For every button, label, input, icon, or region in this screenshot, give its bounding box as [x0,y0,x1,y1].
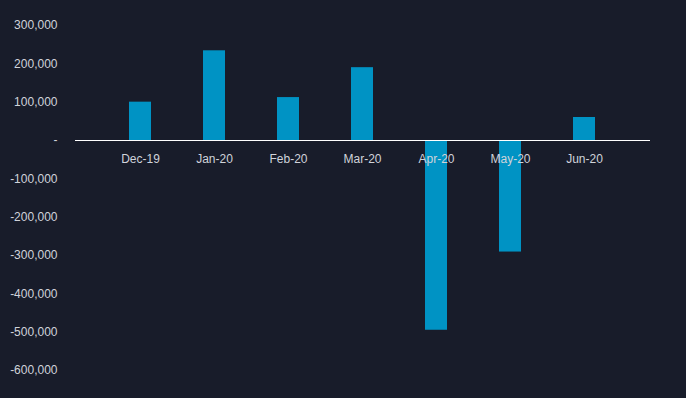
svg-text:Jan-20: Jan-20 [196,152,233,166]
svg-text:-100,000: -100,000 [10,172,58,186]
svg-text:Mar-20: Mar-20 [343,152,381,166]
svg-text:-600,000: -600,000 [10,363,58,377]
svg-text:100,000: 100,000 [14,95,58,109]
svg-text:Feb-20: Feb-20 [269,152,307,166]
svg-text:-400,000: -400,000 [10,287,58,301]
svg-text:-200,000: -200,000 [10,210,58,224]
svg-text:Dec-19: Dec-19 [121,152,160,166]
svg-text:May-20: May-20 [490,152,530,166]
svg-text:Jun-20: Jun-20 [566,152,603,166]
svg-text:200,000: 200,000 [14,57,58,71]
svg-text:-300,000: -300,000 [10,248,58,262]
svg-text:300,000: 300,000 [14,18,58,32]
svg-text:-: - [54,133,58,147]
svg-text:-500,000: -500,000 [10,325,58,339]
svg-text:Apr-20: Apr-20 [418,152,454,166]
